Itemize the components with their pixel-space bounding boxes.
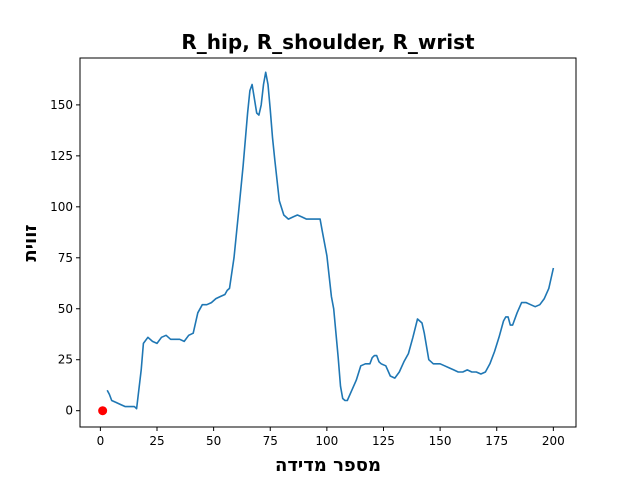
plot-area: 0 25 50 75 100 125 150 175 200 0 25 50 75 100 125 150: [50, 57, 577, 448]
y-tick-label: 150: [50, 98, 73, 112]
x-tick-label: 100: [315, 434, 338, 448]
y-tick-label: 25: [58, 353, 73, 367]
series-line: [106, 71, 555, 410]
x-axis-label: מספר מדידה: [275, 455, 381, 476]
y-tick-label: 75: [58, 251, 73, 265]
y-tick-label: 125: [50, 149, 73, 163]
start-point-marker: [98, 406, 108, 416]
x-tick-label: 50: [206, 434, 221, 448]
axes-frame: [79, 57, 577, 428]
x-tick-label: 0: [97, 434, 105, 448]
x-tick-label: 150: [429, 434, 452, 448]
y-axis-label: זווית: [20, 224, 41, 261]
x-tick-label: 200: [542, 434, 565, 448]
x-tick-label: 175: [485, 434, 508, 448]
y-tick-label: 100: [50, 200, 73, 214]
x-tick-label: 125: [372, 434, 395, 448]
chart-title: R_hip, R_shoulder, R_wrist: [181, 30, 475, 54]
y-tick-label: 0: [65, 404, 73, 418]
x-tick-label: 75: [263, 434, 278, 448]
y-tick-label: 50: [58, 302, 73, 316]
x-tick-label: 25: [149, 434, 164, 448]
